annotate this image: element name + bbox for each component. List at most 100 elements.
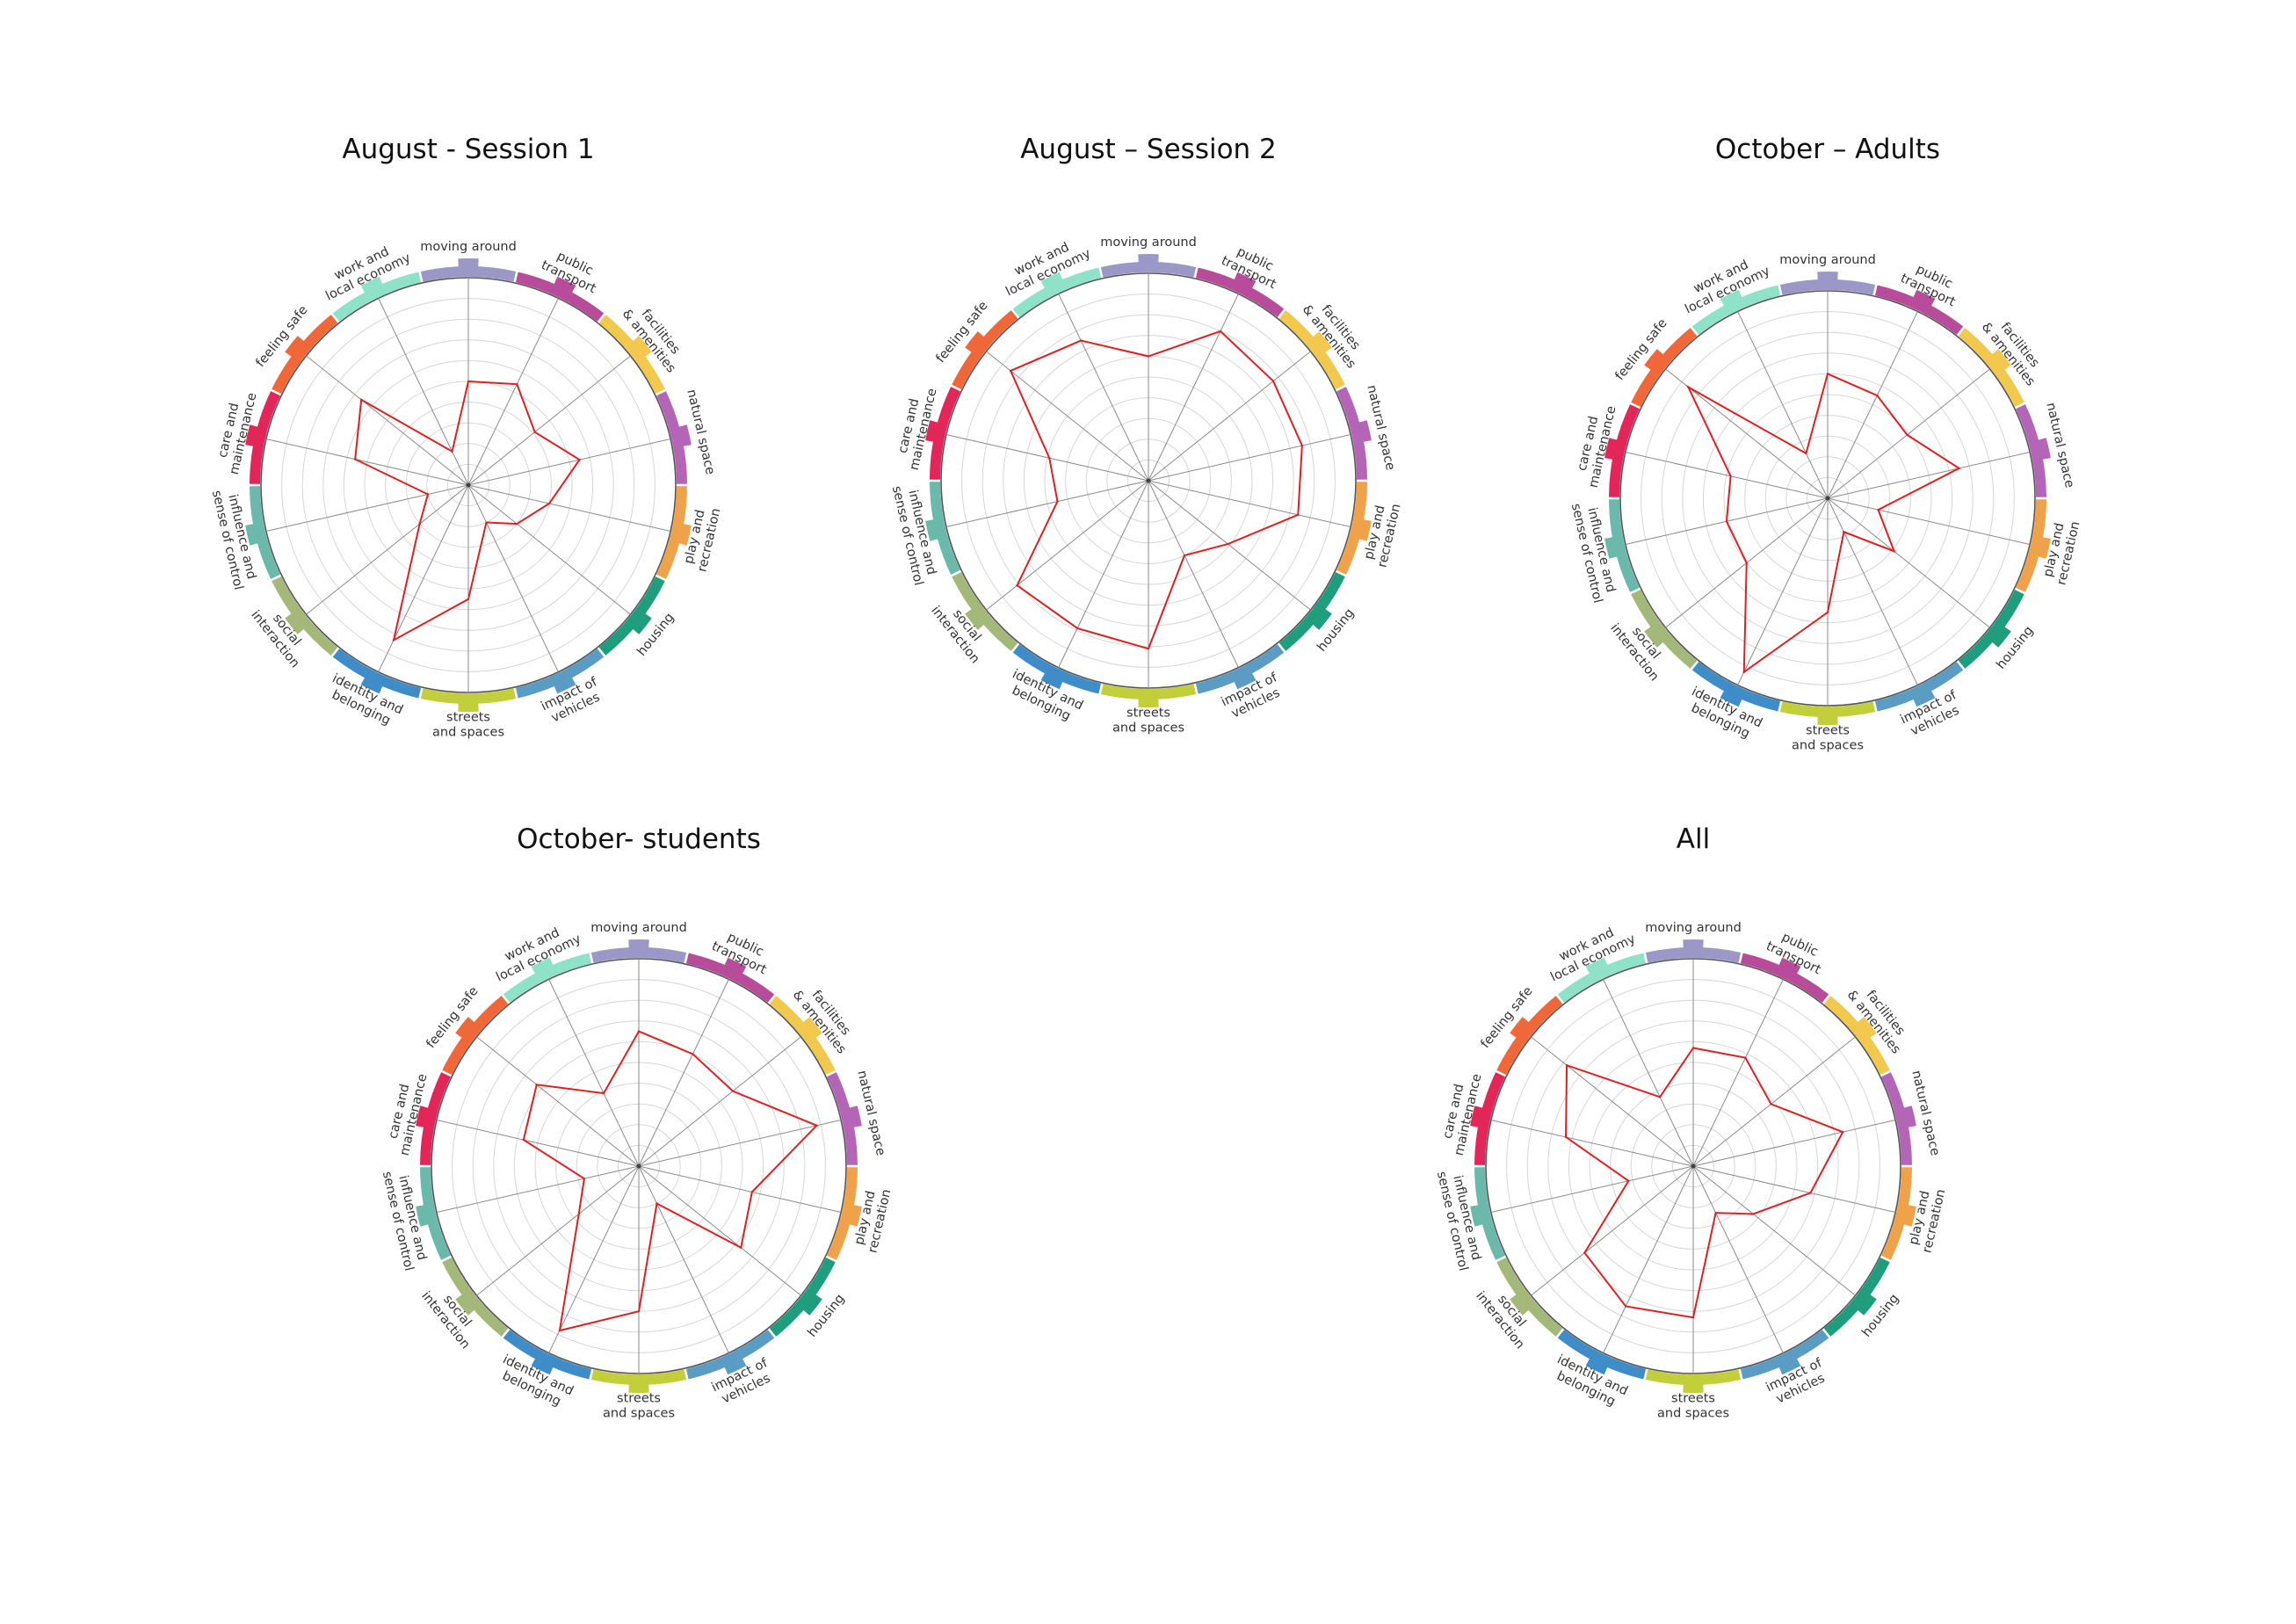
spoke-line <box>1827 497 1918 685</box>
category-tab <box>801 1017 822 1040</box>
data-point <box>692 1053 694 1055</box>
data-series-polygon <box>522 1030 819 1332</box>
category-tab <box>1778 957 1801 976</box>
category-ring-segment <box>420 1167 451 1260</box>
axis-label-group: facilities& amenities <box>1979 320 2042 388</box>
category-ring-segment <box>590 947 687 963</box>
category-ring-segment <box>1823 1257 1890 1337</box>
category-ring-segment <box>1609 499 1640 592</box>
radar-chart: moving aroundpublictransportfacilities& … <box>380 921 894 1421</box>
category-tab <box>1901 1106 1916 1128</box>
data-point <box>1227 542 1229 546</box>
category-tab <box>1644 625 1665 648</box>
axis-label-group: play andrecreation <box>1361 499 1404 569</box>
spoke-line <box>436 1120 640 1167</box>
category-tab <box>1990 349 2011 372</box>
axis-label: moving around <box>590 921 687 935</box>
axis-label: socialinteraction <box>1473 1280 1539 1352</box>
category-ring-segment <box>769 1257 836 1337</box>
category-tab <box>1357 518 1372 541</box>
center-hub <box>1691 1164 1696 1169</box>
spoke-line <box>548 1165 640 1353</box>
category-tab <box>285 336 306 359</box>
spoke-line <box>986 351 1149 482</box>
category-ring-segment <box>1100 684 1197 700</box>
data-point <box>1729 475 1732 477</box>
category-tab <box>1604 536 1619 559</box>
spoke-line <box>467 484 671 532</box>
spoke-line <box>1490 1120 1694 1167</box>
category-ring-segment <box>1278 571 1345 651</box>
axis-label-group: socialinteraction <box>928 594 994 666</box>
category-ring-segment <box>332 272 422 322</box>
category-tab <box>1311 331 1332 354</box>
data-point <box>637 1310 641 1313</box>
data-series-polygon <box>354 380 581 642</box>
data-point <box>1691 1047 1695 1049</box>
spoke-line <box>638 979 729 1167</box>
category-tab <box>416 1204 431 1227</box>
center-hub <box>636 1164 641 1169</box>
category-tab <box>285 612 306 634</box>
data-point <box>1564 1135 1568 1139</box>
category-tab <box>1990 625 2011 648</box>
data-point <box>1687 386 1690 388</box>
category-ring-segment <box>1195 644 1285 694</box>
axis-label: natural space <box>1909 1069 1942 1157</box>
spoke-line <box>1692 1120 1896 1167</box>
category-ring-segment <box>769 996 836 1076</box>
data-point <box>1725 520 1728 523</box>
axis-label: socialinteraction <box>418 1280 484 1352</box>
category-ring-segment <box>1645 1369 1742 1385</box>
data-point <box>1770 1103 1772 1106</box>
spoke-line <box>1148 480 1311 611</box>
category-ring-segment <box>1874 285 1964 335</box>
axis-label: socialinteraction <box>1607 612 1673 684</box>
spoke-line <box>1148 480 1239 668</box>
spoke-line <box>945 434 1149 482</box>
axis-label: play andrecreation <box>1361 499 1404 569</box>
axis-label: facilities& amenities <box>790 979 860 1057</box>
category-ring-segment <box>503 1330 592 1380</box>
chart-title: August - Session 1 <box>342 134 595 165</box>
axis-label: socialinteraction <box>248 598 314 671</box>
spoke-line <box>1737 497 1829 685</box>
data-point <box>1147 355 1150 358</box>
axis-label: natural space <box>2043 402 2076 489</box>
data-point <box>1805 452 1807 455</box>
category-ring-segment <box>1881 1167 1912 1260</box>
category-ring-segment <box>598 576 665 656</box>
data-point <box>1893 550 1895 553</box>
category-tab <box>531 957 554 976</box>
chart-title: October – Adults <box>1714 134 1941 165</box>
data-point <box>1016 584 1018 587</box>
axis-label-group: socialinteraction <box>1607 612 1673 684</box>
spoke-line <box>265 484 469 532</box>
category-ring-segment <box>827 1167 858 1260</box>
category-tab <box>360 276 384 295</box>
category-tab <box>1233 272 1257 291</box>
data-point <box>516 382 518 386</box>
axis-label-group: natural space <box>684 388 717 476</box>
spoke-line <box>476 1036 640 1167</box>
category-tab <box>1233 671 1257 690</box>
axis-label: moving around <box>1645 921 1742 935</box>
data-point <box>1842 1130 1844 1134</box>
data-point <box>1744 1056 1747 1059</box>
data-point <box>547 502 551 505</box>
category-tab <box>801 1293 822 1316</box>
spoke-line <box>1827 497 1990 628</box>
category-tab <box>925 420 940 443</box>
spoke-line <box>1531 1036 1694 1167</box>
data-point <box>1826 373 1829 375</box>
axis-label-group: natural space <box>2043 402 2076 489</box>
spoke-line <box>638 1120 842 1167</box>
axis-label-group: moving around <box>420 240 517 254</box>
axis-label: socialinteraction <box>928 594 994 666</box>
spoke-line <box>1827 452 2031 499</box>
chart-title: All <box>1676 823 1711 855</box>
category-ring-segment <box>656 486 687 579</box>
axis-label-group: streets and spaces <box>1112 707 1184 736</box>
category-ring-segment <box>1740 953 1829 1003</box>
data-point <box>578 458 581 461</box>
